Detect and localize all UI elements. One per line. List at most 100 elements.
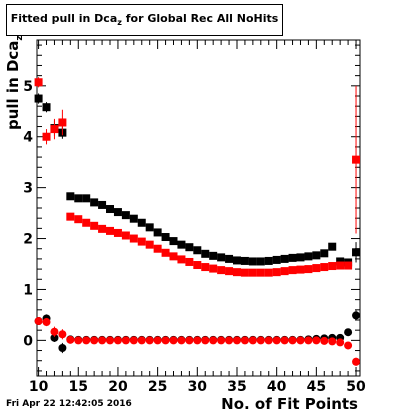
data-point: [232, 256, 241, 265]
timestamp: Fri Apr 22 12:42:05 2016: [6, 399, 132, 409]
data-point: [42, 103, 51, 112]
data-point: [320, 249, 329, 258]
data-point: [177, 336, 186, 345]
data-point: [264, 268, 273, 277]
data-point: [352, 311, 361, 320]
data-point: [121, 231, 130, 240]
data-point: [34, 317, 43, 326]
data-point: [320, 263, 329, 272]
data-point: [58, 330, 67, 339]
data-point: [50, 333, 59, 342]
data-point: [42, 318, 51, 327]
data-point: [232, 336, 241, 345]
x-tick-label: 35: [227, 379, 246, 395]
data-point: [66, 192, 75, 201]
data-point: [169, 252, 178, 261]
data-point: [113, 228, 122, 237]
data-point: [288, 253, 297, 262]
data-point: [74, 215, 83, 224]
data-point: [272, 255, 281, 264]
data-point: [50, 125, 59, 134]
data-point: [145, 223, 154, 232]
data-point: [280, 267, 289, 276]
data-point: [336, 261, 345, 270]
data-point: [264, 256, 273, 265]
data-point: [113, 336, 122, 345]
data-point: [201, 263, 210, 272]
data-point: [185, 243, 194, 252]
data-point: [344, 341, 353, 350]
data-point: [248, 268, 257, 277]
data-point: [153, 336, 162, 345]
data-point: [129, 336, 138, 345]
data-point: [312, 251, 321, 260]
data-point: [272, 268, 281, 277]
series-2: [34, 310, 361, 354]
data-point: [74, 194, 83, 203]
data-point: [185, 336, 194, 345]
data-point: [137, 336, 146, 345]
y-tick-label: 1: [23, 282, 33, 298]
x-tick-label: 30: [188, 379, 208, 395]
data-point: [248, 336, 257, 345]
data-point: [42, 132, 51, 141]
x-tick-label: 15: [69, 379, 88, 395]
data-point: [217, 336, 226, 345]
chart-title: Fitted pull in Dcaz for Global Rec All N…: [10, 12, 279, 28]
x-tick-label: 45: [307, 379, 326, 395]
x-tick-label: 50: [346, 379, 366, 395]
data-point: [106, 226, 115, 235]
x-tick-label: 20: [108, 379, 128, 395]
data-point: [209, 251, 218, 260]
data-point: [121, 336, 130, 345]
data-point: [280, 336, 289, 345]
data-point: [185, 257, 194, 266]
data-point: [304, 252, 313, 261]
y-tick-label: 4: [23, 130, 33, 146]
data-point: [82, 218, 91, 227]
data-point: [98, 224, 107, 233]
data-point: [336, 257, 345, 266]
data-point: [352, 248, 361, 257]
data-point: [90, 336, 99, 345]
data-point: [344, 261, 353, 270]
data-point: [256, 257, 265, 266]
data-point: [328, 242, 337, 251]
data-point: [58, 118, 67, 127]
data-point: [98, 336, 107, 345]
data-point: [296, 336, 305, 345]
data-point: [225, 254, 234, 263]
data-point: [121, 211, 130, 220]
data-point: [106, 205, 115, 214]
data-point: [217, 253, 226, 262]
data-point: [169, 237, 178, 246]
data-point: [58, 344, 67, 352]
series-0: [34, 93, 361, 267]
data-point: [193, 261, 202, 270]
y-tick-label: 2: [23, 232, 33, 248]
data-point: [34, 78, 43, 87]
y-tick-label: 0: [23, 333, 33, 349]
data-point: [288, 336, 297, 345]
data-point: [137, 218, 146, 227]
data-point: [34, 94, 43, 103]
series-1: [34, 77, 361, 277]
data-point: [296, 253, 305, 262]
data-point: [209, 336, 218, 345]
series-3: [34, 317, 361, 366]
y-axis-label: pull in Dcaz: [4, 35, 25, 130]
data-point: [256, 336, 265, 345]
data-point: [328, 337, 337, 346]
data-point: [225, 336, 234, 345]
data-point: [153, 228, 162, 237]
data-point: [320, 336, 329, 345]
x-tick-label: 10: [29, 379, 49, 395]
data-point: [336, 338, 345, 347]
data-point: [90, 198, 99, 207]
data-point: [304, 265, 313, 274]
data-point: [225, 267, 234, 276]
x-tick-label: 25: [148, 379, 167, 395]
data-marks: [34, 77, 361, 366]
data-point: [352, 357, 361, 366]
